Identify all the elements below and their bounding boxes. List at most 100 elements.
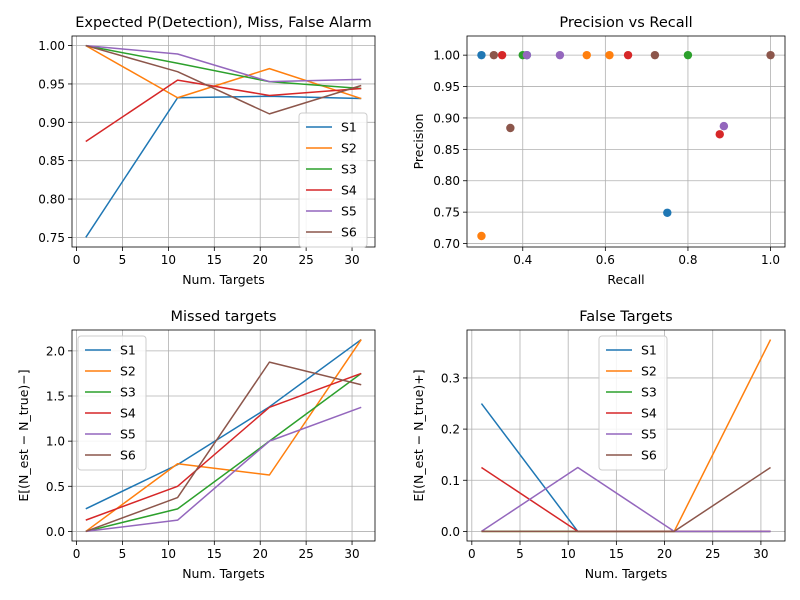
x-tick-label: 0 (73, 547, 81, 561)
y-tick-label: 1.00 (433, 49, 460, 63)
legend-label-s1: S1 (341, 120, 357, 135)
y-tick-label: 0.0 (46, 525, 65, 539)
x-axis-label: Recall (607, 272, 644, 287)
series-line-s5 (85, 44, 362, 83)
x-axis-label: Num. Targets (182, 272, 265, 287)
chart-detection-panel: 0 5 10 15 20 25 30 0.75 0.80 0.85 0.90 0.95 1.00 Expe… (38, 15, 376, 287)
scatter-point-s6 (650, 50, 660, 60)
x-tick-label: 0.4 (513, 253, 532, 267)
y-tick-label: 0.95 (38, 77, 65, 91)
y-tick-label: 0.70 (433, 237, 460, 251)
axes-frame (71, 35, 376, 248)
legend-label-s3: S3 (341, 162, 357, 177)
scatter-point-s1 (477, 50, 486, 60)
scatter-point-s4 (715, 130, 724, 139)
y-tick-label: 1.0 (46, 435, 65, 449)
chart-false-targets-panel: 0 5 10 15 20 25 30 0.0 0.1 0.2 0.3 False Targets Num… (411, 309, 786, 581)
series-line-s4 (85, 372, 362, 521)
series-line-s4 (85, 79, 362, 143)
chart-missed-targets-panel: 0 5 10 15 20 25 30 0.0 0.5 1.0 1.5 2.0 Missed target… (16, 309, 376, 581)
legend-label-s2: S2 (641, 364, 657, 379)
legend-label-s3: S3 (120, 385, 136, 400)
y-tick-label: 1.5 (46, 389, 65, 403)
legend-label-s6: S6 (341, 225, 357, 240)
legend-label-s4: S4 (641, 406, 657, 421)
legend-label-s2: S2 (341, 141, 357, 156)
y-tick-label: 0.5 (46, 480, 65, 494)
x-tick-label: 10 (161, 253, 176, 267)
chart-title: Expected P(Detection), Miss, False Alarm (75, 15, 372, 31)
legend-label-s1: S1 (120, 343, 136, 358)
chart-precision-recall-panel: 0.4 0.6 0.8 1.0 0.70 0.75 0.80 0.85 0.90 0.95 1.00… (411, 15, 786, 287)
x-tick-label: 20 (253, 547, 268, 561)
y-tick-label: 0.80 (38, 193, 65, 207)
legend-label-s4: S4 (120, 406, 136, 421)
x-tick-label: 30 (344, 253, 359, 267)
x-tick-label: 5 (119, 547, 127, 561)
legend-label-s3: S3 (641, 385, 657, 400)
x-tick-label: 30 (344, 547, 359, 561)
scatter-point-s2 (605, 50, 614, 60)
x-tick-label: 15 (207, 253, 222, 267)
series-line-s1 (85, 95, 362, 238)
legend-label-s2: S2 (120, 364, 136, 379)
x-tick-label: 0 (73, 253, 81, 267)
axes-frame (71, 329, 376, 542)
y-tick-label: 0.85 (38, 154, 65, 168)
x-tick-label: 10 (561, 547, 576, 561)
legend-label-s5: S5 (341, 204, 357, 219)
y-tick-label: 0.75 (38, 231, 65, 245)
legend-label-s4: S4 (341, 183, 357, 198)
y-tick-label: 0.80 (433, 174, 460, 188)
y-tick-label: 2.0 (46, 344, 65, 358)
y-axis-label: E[(N_est − N_true)+] (411, 369, 426, 501)
x-axis-label: Num. Targets (182, 566, 265, 581)
y-tick-label: 0.85 (433, 143, 460, 157)
x-tick-label: 5 (516, 547, 524, 561)
x-tick-label: 10 (161, 547, 176, 561)
series-line-s5 (481, 466, 771, 533)
x-tick-label: 5 (119, 253, 127, 267)
y-tick-label: 0.0 (441, 525, 460, 539)
x-tick-label: 25 (705, 547, 720, 561)
scatter-point-s5 (719, 121, 729, 131)
legend-label-s6: S6 (641, 448, 657, 463)
x-tick-label: 15 (207, 547, 222, 561)
scatter-point-s6 (766, 50, 775, 60)
x-tick-label: 0.8 (678, 253, 697, 267)
scatter-point-s6 (506, 123, 515, 133)
y-axis-label: E[(N_est − N_true)−] (16, 369, 31, 501)
axes-frame (466, 329, 786, 542)
x-tick-label: 30 (753, 547, 768, 561)
series-line-s6 (85, 361, 362, 533)
x-tick-label: 0 (468, 547, 476, 561)
scatter-point-s4 (623, 50, 633, 60)
y-tick-label: 0.2 (441, 423, 460, 437)
y-tick-label: 0.90 (38, 116, 65, 130)
x-tick-label: 25 (298, 253, 313, 267)
scatter-point-s5 (522, 50, 532, 60)
x-tick-label: 20 (253, 253, 268, 267)
y-tick-label: 1.00 (38, 39, 65, 53)
x-tick-label: 0.6 (596, 253, 615, 267)
axes-frame (466, 35, 786, 248)
legend-label-s1: S1 (641, 343, 657, 358)
series-line-s6 (481, 466, 771, 533)
series-line-s6 (85, 44, 362, 115)
scatter-point-s4 (497, 50, 507, 60)
legend-label-s6: S6 (120, 448, 136, 463)
scatter-point-s2 (582, 50, 591, 60)
legend-label-s5: S5 (120, 427, 136, 442)
series-line-s3 (85, 44, 362, 90)
chart-title: Missed targets (170, 309, 276, 325)
x-tick-label: 25 (298, 547, 313, 561)
y-tick-label: 0.90 (433, 111, 460, 125)
x-tick-label: 1.0 (761, 253, 780, 267)
legend-box (298, 112, 368, 248)
x-tick-label: 20 (657, 547, 672, 561)
scatter-point-s3 (683, 50, 693, 60)
y-tick-label: 0.95 (433, 80, 460, 94)
y-axis-label: Precision (411, 114, 426, 170)
chart-title: False Targets (579, 309, 672, 325)
